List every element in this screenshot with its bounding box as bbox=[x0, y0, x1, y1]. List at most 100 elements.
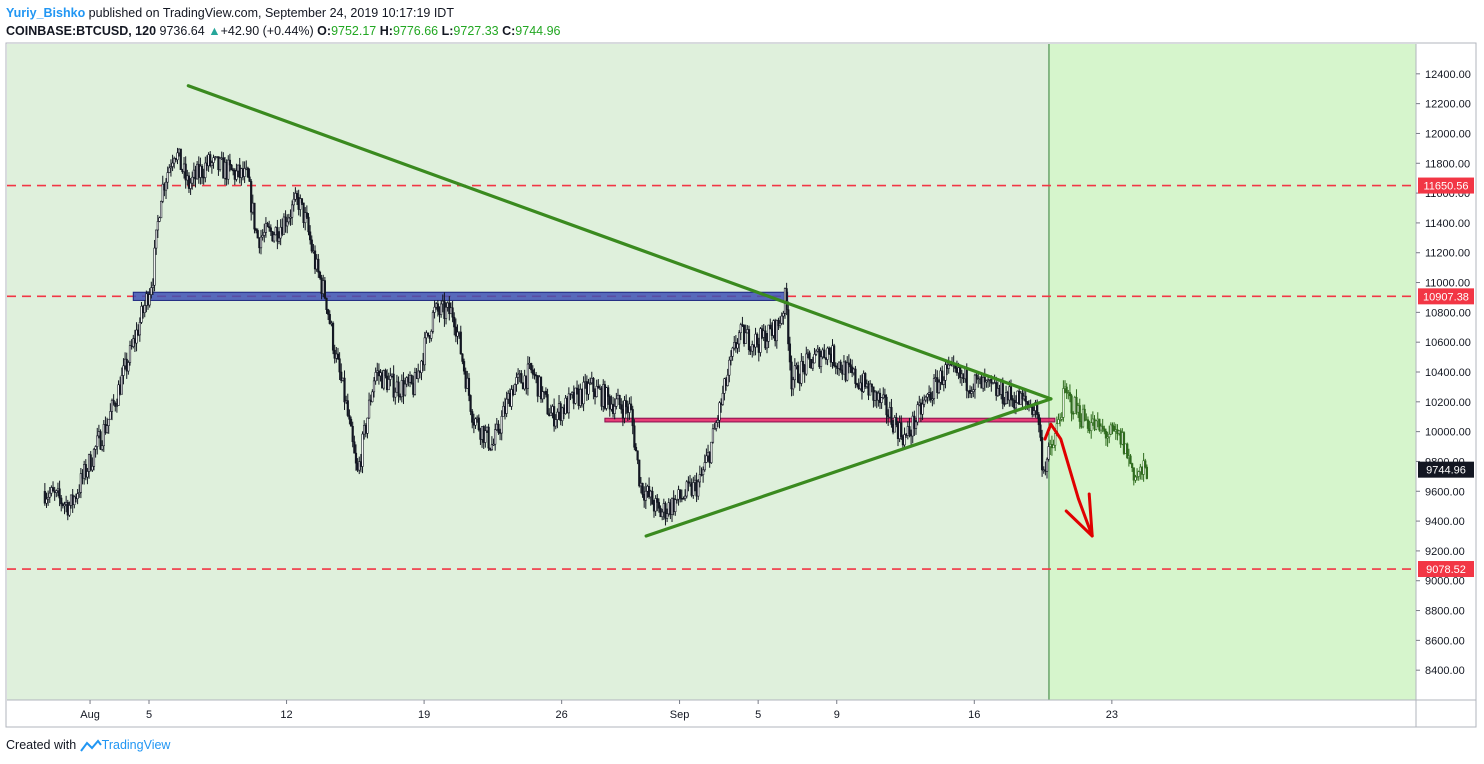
candle-body bbox=[721, 392, 724, 405]
candle-body bbox=[120, 375, 123, 395]
candle-body bbox=[941, 370, 944, 385]
symbol-label[interactable]: COINBASE:BTCUSD, 120 bbox=[6, 24, 157, 38]
candle-body bbox=[510, 389, 513, 407]
candle-body bbox=[490, 444, 493, 450]
candle-body bbox=[885, 396, 888, 416]
candle-body bbox=[705, 455, 708, 463]
candle-body bbox=[685, 481, 688, 497]
candle-body bbox=[331, 322, 335, 351]
y-tick-label: 8400.00 bbox=[1425, 665, 1465, 677]
candle-body bbox=[855, 383, 859, 386]
support-zone bbox=[604, 417, 1056, 423]
lower-trendline bbox=[644, 397, 1053, 538]
candle-body bbox=[797, 365, 800, 383]
candle-body bbox=[1075, 397, 1078, 413]
candle-body bbox=[618, 394, 621, 405]
candle-body bbox=[160, 201, 163, 219]
candle-body bbox=[300, 198, 304, 204]
candle-body bbox=[846, 362, 849, 381]
candle-body bbox=[959, 367, 962, 378]
candle-body bbox=[461, 353, 464, 362]
candle-body bbox=[530, 363, 533, 371]
candle-body bbox=[413, 372, 417, 395]
candle-body bbox=[914, 421, 918, 429]
candle-body bbox=[553, 406, 556, 427]
candle-body bbox=[477, 417, 480, 431]
candle-body bbox=[68, 505, 71, 516]
candle-body bbox=[382, 370, 385, 389]
candle-body bbox=[751, 344, 754, 352]
candle-body bbox=[127, 362, 130, 372]
price-level-badge bbox=[1418, 288, 1474, 305]
y-tick-label: 9000.00 bbox=[1425, 576, 1465, 588]
candle-body bbox=[1106, 436, 1109, 439]
candle-body bbox=[168, 167, 171, 173]
candle-body bbox=[1045, 458, 1049, 472]
candle-body bbox=[268, 226, 271, 229]
candle-body bbox=[1086, 419, 1090, 429]
candle-body bbox=[674, 499, 677, 512]
candle-body bbox=[471, 411, 474, 423]
candle-body bbox=[631, 409, 634, 427]
candle-body bbox=[839, 361, 842, 371]
candle-body bbox=[1032, 410, 1036, 415]
candle-body bbox=[589, 382, 592, 385]
candle-body bbox=[250, 181, 253, 213]
candle-body bbox=[1047, 446, 1050, 460]
candle-body bbox=[972, 389, 975, 392]
candle-body bbox=[423, 337, 426, 366]
candle-body bbox=[644, 490, 647, 501]
price-change: +42.90 (+0.44%) bbox=[220, 24, 314, 38]
candle-body bbox=[661, 511, 664, 518]
candle-body bbox=[374, 372, 377, 382]
candle-body bbox=[769, 324, 772, 330]
candle-body bbox=[462, 361, 466, 372]
candle-body bbox=[700, 474, 703, 476]
candle-body bbox=[1145, 466, 1148, 479]
candle-body bbox=[410, 375, 413, 384]
candle-body bbox=[970, 391, 973, 394]
tradingview-logo-icon bbox=[79, 739, 102, 752]
candle-body bbox=[561, 407, 564, 422]
candle-body bbox=[679, 489, 682, 499]
candle-body bbox=[633, 425, 636, 448]
candle-body bbox=[723, 378, 726, 394]
candle-body bbox=[261, 235, 264, 238]
candle-body bbox=[158, 217, 161, 222]
candle-body bbox=[191, 176, 194, 184]
candle-body bbox=[456, 331, 459, 337]
candle-body bbox=[431, 312, 435, 332]
candle-body bbox=[43, 490, 46, 504]
candle-body bbox=[291, 204, 294, 218]
candle-body bbox=[169, 166, 173, 169]
candle-body bbox=[246, 167, 250, 178]
candle-body bbox=[975, 374, 978, 380]
candle-body bbox=[921, 403, 924, 415]
candle-body bbox=[310, 239, 313, 252]
candle-body bbox=[102, 424, 105, 447]
candle-body bbox=[756, 333, 759, 345]
candle-body bbox=[467, 377, 471, 396]
candle-body bbox=[531, 369, 534, 375]
candle-body bbox=[738, 332, 741, 345]
candle-body bbox=[305, 212, 308, 218]
candle-body bbox=[684, 495, 687, 499]
candle-body bbox=[903, 434, 906, 446]
candle-body bbox=[76, 493, 79, 499]
candle-body bbox=[1131, 463, 1134, 468]
author-link[interactable]: Yuriy_Bishko bbox=[6, 6, 86, 20]
candle-body bbox=[675, 498, 679, 501]
tradingview-brand[interactable]: TradingView bbox=[101, 738, 171, 752]
candle-body bbox=[1040, 437, 1044, 471]
candle-body bbox=[924, 396, 927, 401]
candle-body bbox=[607, 387, 610, 397]
candle-body bbox=[248, 176, 251, 182]
candle-body bbox=[636, 450, 639, 461]
candle-body bbox=[731, 347, 734, 357]
candle-body bbox=[101, 445, 104, 450]
candle-body bbox=[325, 297, 328, 310]
candle-body bbox=[623, 400, 626, 419]
candle-body bbox=[651, 490, 654, 505]
candle-body bbox=[990, 378, 993, 384]
